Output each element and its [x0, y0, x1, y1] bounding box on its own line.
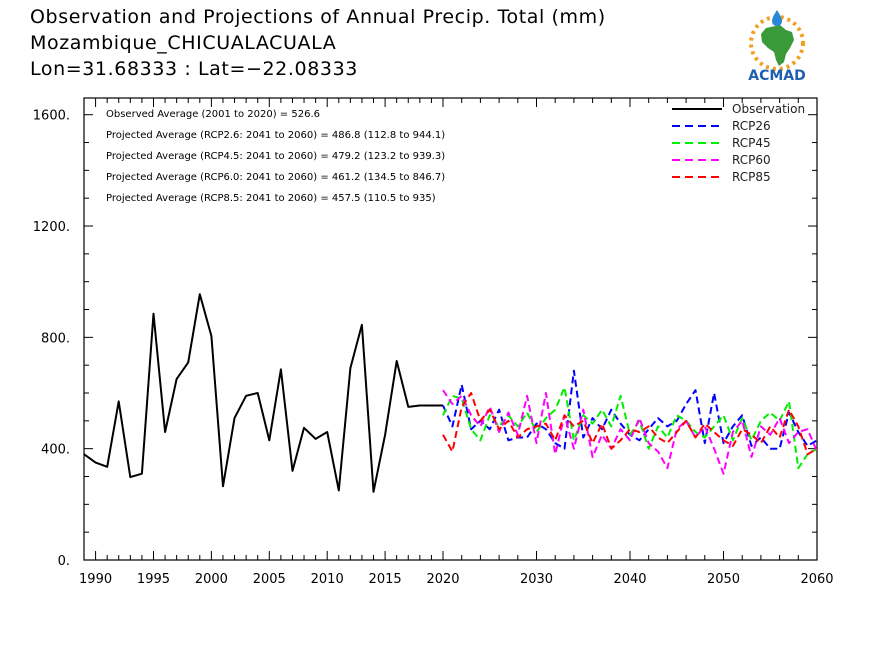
chart-title: Observation and Projections of Annual Pr…: [30, 6, 606, 28]
x-tick-label: 2050: [707, 572, 740, 587]
y-tick-label: 400.: [41, 443, 70, 458]
x-tick-label: 2015: [369, 572, 402, 587]
average-annotation-2: Projected Average (RCP2.6: 2041 to 2060)…: [106, 130, 445, 141]
series-line-rcp26: [442, 369, 818, 450]
averages-annotation: Observed Average (2001 to 2020) = 526.6 P…: [106, 109, 445, 204]
africa-continent-icon: [761, 25, 794, 66]
series-group: [83, 293, 818, 493]
x-tick-label: 2060: [800, 572, 833, 587]
y-tick-label: 1600.: [33, 109, 70, 124]
x-tick-label: 2040: [613, 572, 646, 587]
x-tick-label: 2020: [426, 572, 459, 587]
y-axis: 0. 400. 800. 1200. 1600.: [33, 109, 817, 569]
x-tick-label: 1995: [137, 572, 170, 587]
y-tick-label: 800.: [41, 331, 70, 346]
average-annotation-1: Observed Average (2001 to 2020) = 526.6: [106, 109, 320, 120]
series-line-rcp60: [442, 389, 818, 475]
plot-border: [83, 97, 818, 561]
series-line-rcp85: [442, 392, 818, 456]
acmad-logo: ACMAD: [748, 10, 806, 84]
y-tick-label: 1200.: [33, 220, 70, 235]
x-tick-label: 2000: [195, 572, 228, 587]
water-drop-icon: [772, 10, 782, 26]
y-tick-label: 0.: [58, 554, 70, 569]
coordinates-label: Lon=31.68333 : Lat=−22.08333: [30, 58, 358, 80]
series-line-observation: [83, 293, 443, 493]
series-line-rcp45: [442, 386, 818, 470]
x-tick-label: 2005: [253, 572, 286, 587]
legend-label-rcp26: RCP26: [732, 119, 771, 133]
plot-frame: [83, 97, 818, 561]
legend-label-observation: Observation: [732, 102, 805, 116]
legend-label-rcp85: RCP85: [732, 170, 771, 184]
average-annotation-5: Projected Average (RCP8.5: 2041 to 2060)…: [106, 193, 436, 204]
x-tick-label: 2010: [311, 572, 344, 587]
x-tick-label: 1990: [79, 572, 112, 587]
legend-label-rcp60: RCP60: [732, 153, 771, 167]
legend: Observation RCP26 RCP45 RCP60 RCP85: [672, 102, 805, 184]
average-annotation-4: Projected Average (RCP6.0: 2041 to 2060)…: [106, 172, 445, 183]
x-tick-label: 2030: [520, 572, 553, 587]
logo-text: ACMAD: [748, 68, 806, 84]
average-annotation-3: Projected Average (RCP4.5: 2041 to 2060)…: [106, 151, 445, 162]
legend-label-rcp45: RCP45: [732, 136, 771, 150]
location-name: Mozambique_CHICUALACUALA: [30, 32, 337, 54]
x-axis: 1990 1995 2000 2005 2010 2015 2020 2030 2040 2050…: [79, 98, 834, 587]
